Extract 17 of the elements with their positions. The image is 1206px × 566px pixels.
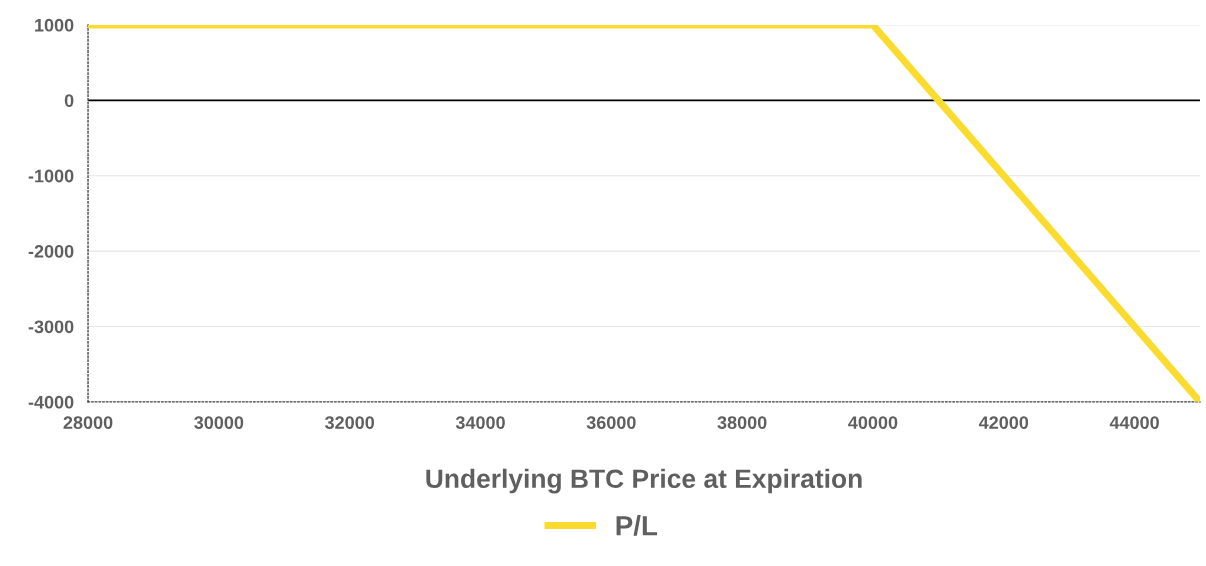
y-tick-label: -2000 [28, 245, 74, 258]
x-tick-label: 32000 [324, 416, 375, 430]
x-tick-label: 36000 [586, 416, 636, 430]
y-tick-label: -4000 [28, 395, 74, 409]
x-tick-label: 34000 [455, 416, 505, 430]
y-tick-label: -3000 [28, 320, 74, 334]
x-tick-label: 30000 [194, 416, 244, 430]
x-tick-label: 38000 [717, 416, 767, 430]
legend-label: P/L [616, 515, 658, 536]
x-tick-label: 42000 [978, 416, 1029, 430]
x-tick-label: 44000 [1109, 416, 1159, 430]
x-axis-title: Underlying BTC Price at Expiration [426, 468, 862, 494]
x-tick-label: 40000 [848, 416, 898, 430]
y-tick-label: 1000 [35, 18, 74, 32]
y-tick-label: 0 [64, 94, 74, 108]
x-tick-label: 28000 [63, 416, 113, 430]
y-tick-label: -1000 [28, 169, 74, 183]
